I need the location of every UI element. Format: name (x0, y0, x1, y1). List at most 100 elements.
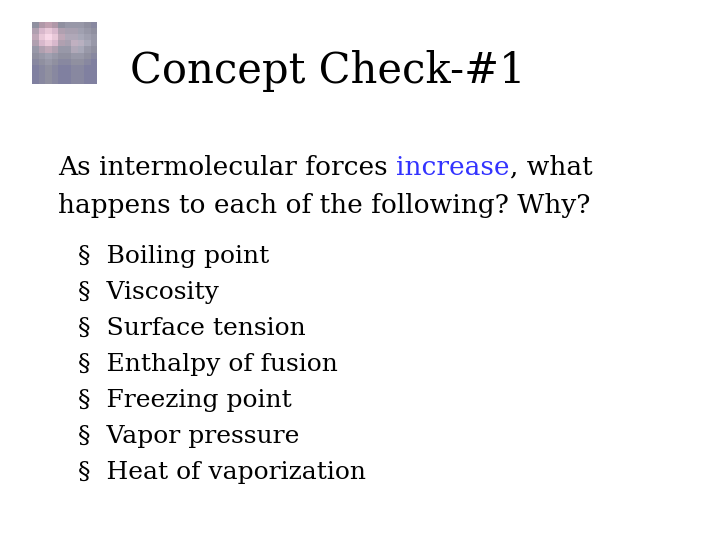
Bar (45, 77, 52, 84)
Bar (84, 28, 91, 34)
Text: As intermolecular forces: As intermolecular forces (58, 155, 396, 180)
Bar (84, 46, 91, 52)
Bar (45, 28, 52, 34)
Bar (45, 22, 52, 28)
Bar (32, 34, 39, 40)
Bar (84, 53, 91, 59)
Bar (58, 53, 65, 59)
Bar (32, 77, 39, 84)
Text: §  Heat of vaporization: § Heat of vaporization (78, 461, 366, 484)
Bar (65, 22, 71, 28)
Bar (91, 53, 97, 59)
Bar (65, 71, 71, 77)
Bar (39, 65, 45, 71)
Bar (91, 22, 97, 28)
Bar (65, 28, 71, 34)
Bar (91, 65, 97, 71)
Bar (58, 28, 65, 34)
Bar (71, 59, 78, 65)
Bar (65, 46, 71, 52)
Bar (39, 53, 45, 59)
Text: , what: , what (510, 155, 592, 180)
Bar (58, 59, 65, 65)
Bar (52, 77, 58, 84)
Bar (78, 71, 84, 77)
Bar (65, 59, 71, 65)
Bar (39, 28, 45, 34)
Bar (32, 40, 39, 46)
Bar (45, 34, 52, 40)
Bar (52, 22, 58, 28)
Bar (71, 28, 78, 34)
Bar (71, 71, 78, 77)
Bar (52, 46, 58, 52)
Text: §  Boiling point: § Boiling point (78, 245, 269, 268)
Bar (71, 22, 78, 28)
Bar (65, 34, 71, 40)
Bar (78, 65, 84, 71)
Bar (39, 59, 45, 65)
Text: increase: increase (396, 155, 510, 180)
Bar (71, 40, 78, 46)
Bar (91, 59, 97, 65)
Bar (71, 46, 78, 52)
Bar (78, 40, 84, 46)
Bar (45, 59, 52, 65)
Bar (58, 40, 65, 46)
Bar (71, 77, 78, 84)
Bar (84, 34, 91, 40)
Bar (78, 53, 84, 59)
Bar (65, 65, 71, 71)
Bar (71, 34, 78, 40)
Bar (58, 71, 65, 77)
Bar (84, 40, 91, 46)
Bar (39, 71, 45, 77)
Bar (52, 34, 58, 40)
Bar (65, 40, 71, 46)
Text: §  Surface tension: § Surface tension (78, 317, 306, 340)
Bar (52, 59, 58, 65)
Bar (32, 28, 39, 34)
Bar (52, 71, 58, 77)
Bar (32, 53, 39, 59)
Bar (52, 65, 58, 71)
Bar (32, 65, 39, 71)
Bar (45, 71, 52, 77)
Bar (78, 77, 84, 84)
Bar (52, 40, 58, 46)
Bar (58, 34, 65, 40)
Bar (84, 59, 91, 65)
Bar (78, 46, 84, 52)
Bar (71, 53, 78, 59)
Bar (32, 22, 39, 28)
Text: §  Vapor pressure: § Vapor pressure (78, 425, 300, 448)
Bar (52, 53, 58, 59)
Bar (52, 28, 58, 34)
Bar (84, 77, 91, 84)
Bar (39, 22, 45, 28)
Bar (71, 65, 78, 71)
Bar (84, 71, 91, 77)
Bar (91, 40, 97, 46)
Bar (45, 53, 52, 59)
Bar (32, 59, 39, 65)
Bar (78, 28, 84, 34)
Text: §  Enthalpy of fusion: § Enthalpy of fusion (78, 353, 338, 376)
Bar (65, 77, 71, 84)
Bar (91, 77, 97, 84)
Bar (32, 46, 39, 52)
Bar (78, 59, 84, 65)
Bar (84, 22, 91, 28)
Text: Concept Check-#1: Concept Check-#1 (130, 50, 526, 92)
Bar (58, 46, 65, 52)
Bar (78, 34, 84, 40)
Bar (32, 71, 39, 77)
Bar (39, 77, 45, 84)
Bar (84, 65, 91, 71)
Bar (39, 40, 45, 46)
Bar (58, 65, 65, 71)
Bar (39, 46, 45, 52)
Bar (45, 65, 52, 71)
Text: §  Freezing point: § Freezing point (78, 389, 292, 412)
Bar (45, 40, 52, 46)
